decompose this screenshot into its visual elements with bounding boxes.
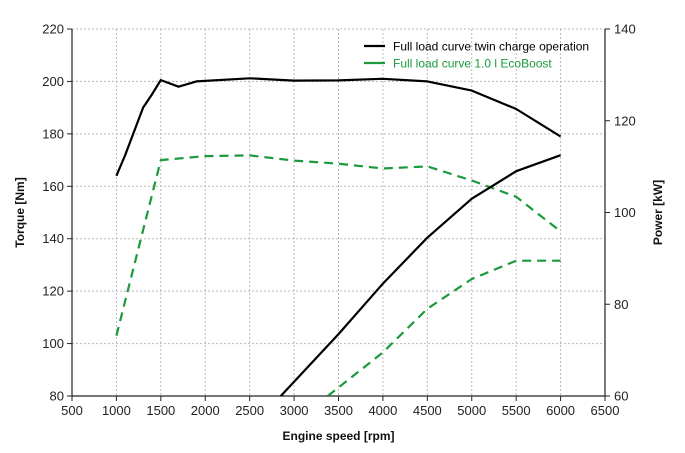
x-axis-title: Engine speed [rpm]	[282, 429, 394, 443]
legend-label-twin-charge: Full load curve twin charge operation	[393, 40, 589, 54]
x-tick-label: 6000	[546, 403, 575, 418]
left-y-tick-label: 120	[42, 284, 64, 299]
right-y-tick-label: 100	[614, 205, 636, 220]
series-line-power-ecoboost	[327, 259, 561, 396]
left-y-tick-label: 80	[50, 389, 64, 404]
legend-label-ecoboost: Full load curve 1.0 l EcoBoost	[393, 57, 552, 71]
left-y-tick-label: 100	[42, 336, 64, 351]
right-y-tick-label: 80	[614, 297, 628, 312]
x-tick-label: 1500	[146, 403, 175, 418]
right-y-tick-label: 60	[614, 389, 628, 404]
x-tick-label: 4000	[368, 403, 397, 418]
right-y-tick-label: 120	[614, 113, 636, 128]
x-tick-label: 4500	[413, 403, 442, 418]
right-y-tick-label: 140	[614, 22, 636, 37]
left-y-tick-label: 180	[42, 126, 64, 141]
series-line-torque-ecoboost	[115, 154, 562, 336]
legend: Full load curve twin charge operation Fu…	[364, 40, 589, 71]
left-y-tick-label: 140	[42, 231, 64, 246]
x-tick-label: 3500	[324, 403, 353, 418]
right-y-axis-title: Power [kW]	[651, 180, 665, 245]
series-line-torque-twin-charge	[115, 77, 562, 177]
x-tick-label: 500	[61, 403, 83, 418]
axes	[71, 29, 606, 397]
x-tick-label: 2500	[235, 403, 264, 418]
series-line-power-twin-charge	[279, 154, 561, 396]
x-tick-label: 2000	[191, 403, 220, 418]
left-y-tick-label: 200	[42, 74, 64, 89]
x-tick-label: 5000	[457, 403, 486, 418]
x-tick-label: 6500	[591, 403, 620, 418]
x-tick-label: 3000	[280, 403, 309, 418]
ticks: 500 1000 1500 2000 2500 3000 3500 4000 4500 5000 5…	[42, 22, 635, 419]
left-y-tick-label: 160	[42, 179, 64, 194]
left-y-tick-label: 220	[42, 22, 64, 37]
series	[115, 77, 562, 396]
x-tick-label: 1000	[102, 403, 131, 418]
left-y-axis-title: Torque [Nm]	[13, 177, 27, 247]
x-tick-label: 5500	[502, 403, 531, 418]
grid	[72, 28, 605, 396]
